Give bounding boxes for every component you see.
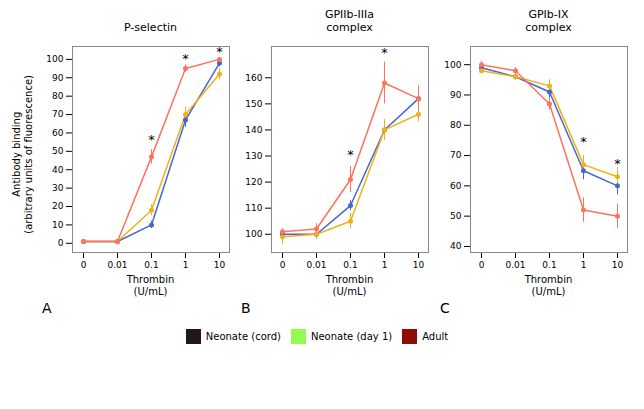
svg-text:50: 50 [450, 211, 462, 221]
svg-text:0.1: 0.1 [144, 260, 158, 270]
svg-text:0: 0 [58, 238, 64, 248]
svg-text:10: 10 [214, 260, 226, 270]
html-text:P-selectin: P-selectin [124, 21, 177, 34]
svg-text:*: * [182, 51, 189, 66]
svg-text:1: 1 [382, 260, 388, 270]
svg-text:80: 80 [52, 91, 64, 101]
html-text:Thrombin (U/mL): Thrombin (U/mL) [126, 274, 175, 297]
svg-text:40: 40 [450, 241, 462, 251]
svg-text:10: 10 [52, 220, 64, 230]
svg-text:90: 90 [450, 90, 462, 100]
svg-text:0.01: 0.01 [505, 260, 525, 270]
html-text:Antibody binding (arbitrary un: Antibody binding (arbitrary units of flu… [11, 74, 34, 234]
svg-text:80: 80 [450, 120, 462, 130]
svg-text:120: 120 [245, 177, 262, 187]
html-text:GPIb-IX complex: GPIb-IX complex [525, 8, 572, 34]
svg-text:90: 90 [52, 73, 64, 83]
svg-text:0.1: 0.1 [343, 260, 357, 270]
svg-text:0: 0 [280, 260, 286, 270]
svg-text:160: 160 [245, 73, 262, 83]
svg-text:*: * [580, 134, 587, 149]
html-text:B: B [241, 300, 251, 316]
svg-text:130: 130 [245, 151, 262, 161]
svg-text:0.1: 0.1 [542, 260, 556, 270]
svg-text:20: 20 [52, 201, 64, 211]
svg-text:60: 60 [52, 128, 64, 138]
html-text:GPIIb-IIIa complex: GPIIb-IIIa complex [325, 8, 374, 34]
svg-text:100: 100 [245, 229, 262, 239]
svg-text:0.01: 0.01 [107, 260, 127, 270]
svg-text:70: 70 [52, 109, 64, 119]
svg-text:0: 0 [81, 260, 87, 270]
svg-text:*: * [148, 132, 155, 147]
svg-text:70: 70 [450, 150, 462, 160]
svg-text:100: 100 [444, 60, 461, 70]
html-text:Neonate (cord): Neonate (cord) [205, 331, 281, 342]
svg-text:100: 100 [46, 54, 63, 64]
svg-text:50: 50 [52, 146, 64, 156]
html-text:C: C [440, 300, 450, 316]
svg-text:*: * [381, 45, 388, 60]
svg-text:60: 60 [450, 181, 462, 191]
svg-text:1: 1 [183, 260, 189, 270]
svg-text:140: 140 [245, 125, 262, 135]
svg-text:1: 1 [581, 260, 587, 270]
html-text:Thrombin (U/mL): Thrombin (U/mL) [524, 274, 573, 297]
svg-text:10: 10 [413, 260, 425, 270]
svg-text:40: 40 [52, 165, 64, 175]
html-text:A: A [42, 300, 52, 316]
svg-text:30: 30 [52, 183, 64, 193]
svg-text:*: * [347, 147, 354, 162]
svg-text:150: 150 [245, 99, 262, 109]
html-text:Adult: Adult [422, 331, 449, 342]
svg-text:0: 0 [479, 260, 485, 270]
svg-text:110: 110 [245, 203, 262, 213]
html-text:Thrombin (U/mL): Thrombin (U/mL) [325, 274, 374, 297]
svg-text:*: * [216, 44, 223, 59]
html-text:Neonate (day 1): Neonate (day 1) [310, 331, 393, 342]
svg-text:0.01: 0.01 [306, 260, 326, 270]
svg-text:10: 10 [612, 260, 624, 270]
svg-text:*: * [614, 156, 621, 171]
